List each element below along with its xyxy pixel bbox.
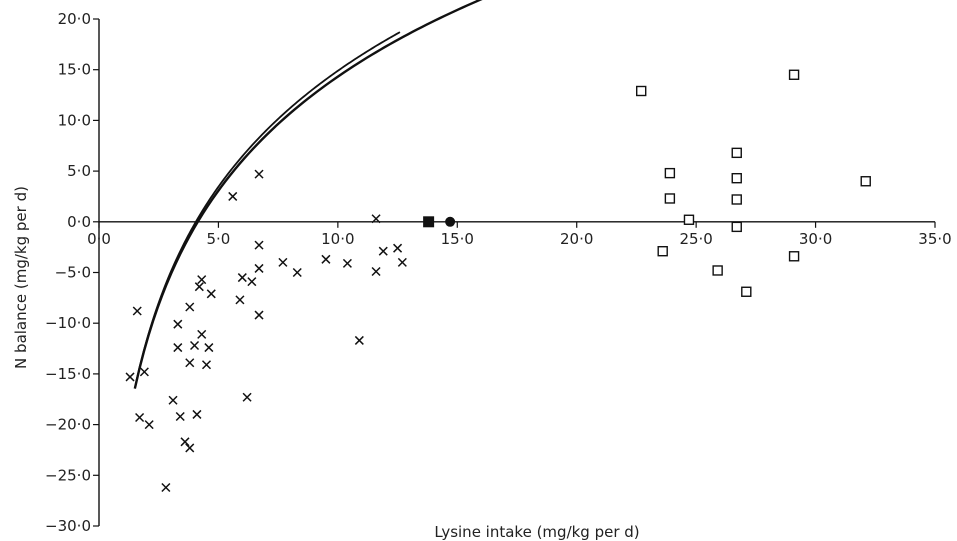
cross-marker (192, 409, 202, 419)
open-square-marker (788, 251, 800, 262)
y-tick-label: −5·0 (55, 264, 91, 282)
y-tick-label: −15·0 (45, 365, 91, 383)
open-square-marker (731, 147, 742, 159)
cross-marker (321, 254, 331, 264)
open-square-marker (636, 85, 647, 97)
x-tick-label: 30·0 (799, 230, 832, 248)
cross-marker (237, 273, 247, 283)
cross-marker (206, 289, 216, 299)
cross-marker (125, 372, 135, 382)
cross-marker (190, 340, 200, 351)
cross-marker (393, 243, 403, 253)
axes (98, 19, 935, 526)
open-square-marker (664, 167, 676, 179)
cross-marker (254, 240, 264, 250)
x-tick-label: 35·0 (918, 230, 951, 248)
x-ticks: 0·0 5·0 10·0 15·0 20·0 25·0 30·0 35·0 (87, 221, 952, 248)
open-square-marker (657, 246, 668, 257)
x-tick-label: 0·0 (87, 230, 111, 248)
y-tick-label: −20·0 (45, 416, 91, 434)
cross-marker (185, 358, 195, 368)
cross-marker (254, 263, 264, 273)
cross-marker (185, 443, 195, 453)
open-square-marker (860, 176, 871, 187)
cross-marker (228, 191, 238, 201)
cross-marker (132, 306, 142, 316)
x-axis-title: Lysine intake (mg/kg per d) (434, 523, 639, 541)
open-square-marker (664, 193, 676, 204)
cross-marker (185, 302, 195, 312)
open-square-marker (712, 265, 723, 276)
cross-marker (371, 266, 381, 277)
y-tick-label: 5·0 (67, 162, 91, 180)
data-points (125, 69, 871, 492)
y-tick-label: −10·0 (45, 314, 91, 332)
cross-marker (139, 367, 149, 377)
cross-marker (242, 392, 252, 402)
cross-marker (197, 275, 207, 285)
cross-marker (278, 257, 288, 267)
x-tick-label: 25·0 (679, 230, 712, 248)
cross-marker (197, 329, 207, 339)
x-tick-label: 20·0 (560, 230, 593, 248)
fitted-curve (133, 0, 483, 389)
cross-marker (173, 319, 183, 329)
filled-square-marker (423, 216, 435, 228)
x-tick-label: 10·0 (321, 230, 354, 248)
open-square-marker (731, 221, 742, 233)
fitted-curve (133, 31, 401, 389)
open-square-marker (741, 286, 752, 297)
cross-marker (371, 214, 381, 224)
y-ticks: 20·0 15·0 10·0 5·0 0·0 −5·0 −10·0 −15·0 −20·0 −25… (45, 10, 99, 535)
cross-marker (168, 395, 178, 405)
y-axis-title: N balance (mg/kg per d) (12, 186, 30, 369)
y-tick-label: 0·0 (67, 213, 91, 231)
cross-marker (247, 277, 257, 287)
x-tick-label: 15·0 (441, 230, 474, 248)
x-tick-label: 5·0 (206, 230, 230, 248)
cross-marker (254, 310, 264, 320)
open-square-marker (731, 172, 742, 184)
cross-marker (175, 411, 185, 422)
cross-marker (254, 169, 264, 179)
cross-marker (194, 282, 204, 292)
cross-marker (201, 360, 212, 370)
cross-marker (342, 258, 352, 268)
cross-marker (397, 257, 407, 267)
cross-marker (204, 343, 214, 353)
y-tick-label: 20·0 (58, 10, 91, 28)
cross-marker (144, 420, 154, 430)
fitted-curves (133, 0, 483, 389)
cross-marker (135, 412, 145, 423)
y-tick-label: 10·0 (58, 111, 91, 129)
open-square-marker (683, 214, 695, 225)
cross-marker (354, 335, 364, 345)
cross-marker (292, 267, 302, 278)
y-tick-label: −25·0 (45, 466, 91, 484)
cross-marker (235, 295, 245, 305)
y-tick-label: −30·0 (45, 517, 91, 535)
open-square-marker (788, 69, 800, 80)
cross-marker (161, 482, 171, 492)
open-square-marker (731, 194, 742, 205)
y-tick-label: 15·0 (58, 61, 91, 79)
cross-marker (173, 343, 183, 353)
filled-circle-marker (445, 216, 456, 227)
cross-marker (378, 246, 388, 256)
cross-marker (180, 437, 190, 447)
